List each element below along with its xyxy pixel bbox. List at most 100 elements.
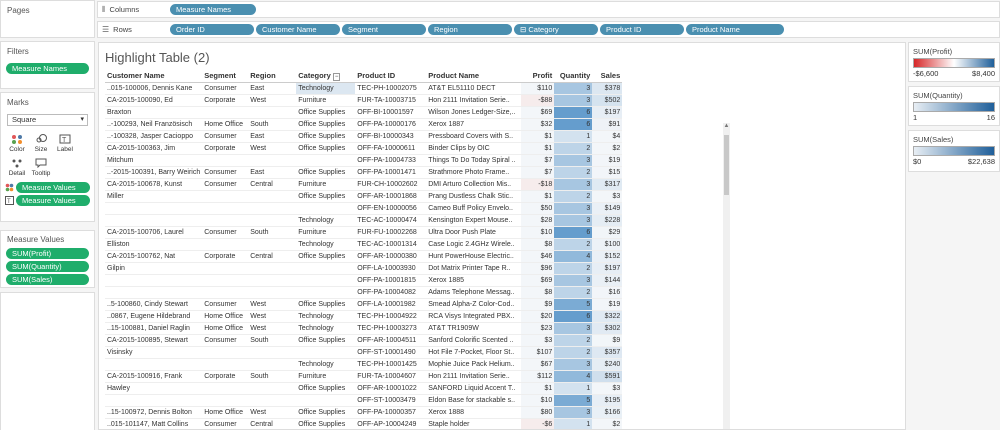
cell-segment[interactable] xyxy=(202,214,249,227)
cell-product-name[interactable]: Hon 2111 Invitation Serie.. xyxy=(426,94,522,107)
cell-category[interactable]: Technology xyxy=(296,358,356,371)
cell-region[interactable] xyxy=(248,106,297,119)
cell-quantity[interactable]: 6 xyxy=(554,226,593,239)
cell-segment[interactable] xyxy=(202,154,249,167)
cell-profit[interactable]: $9 xyxy=(521,298,555,311)
cell-product-name[interactable]: Xerox 1887 xyxy=(426,118,522,131)
cell-category[interactable] xyxy=(296,274,356,287)
cell-sales[interactable]: $19 xyxy=(592,154,623,167)
cell-category[interactable]: Office Supplies xyxy=(296,142,356,155)
cell-product-id[interactable]: OFF-LA-10003930 xyxy=(355,262,427,275)
cell-category[interactable]: Office Supplies xyxy=(296,334,356,347)
cell-customer-name[interactable] xyxy=(105,394,203,407)
cell-customer-name[interactable] xyxy=(105,202,203,215)
cell-segment[interactable] xyxy=(202,262,249,275)
cell-product-name[interactable]: AT&T EL51110 DECT xyxy=(426,82,522,95)
cell-product-id[interactable]: FUR-CH-10002602 xyxy=(355,178,427,191)
cell-customer-name[interactable]: Visinsky xyxy=(105,346,203,359)
cell-region[interactable] xyxy=(248,382,297,395)
cell-category[interactable]: Office Supplies xyxy=(296,130,356,143)
rows-pill-product-name[interactable]: Product Name xyxy=(686,24,784,35)
cell-product-id[interactable]: OFF-AR-10001022 xyxy=(355,382,427,395)
cell-segment[interactable]: Consumer xyxy=(202,130,249,143)
cell-category[interactable]: Office Supplies xyxy=(296,382,356,395)
cell-region[interactable]: South xyxy=(248,334,297,347)
rows-shelf[interactable]: ☰ Rows Order ID Customer Name Segment Re… xyxy=(97,21,1000,38)
cell-segment[interactable] xyxy=(202,106,249,119)
cell-profit[interactable]: $46 xyxy=(521,250,555,263)
cell-quantity[interactable]: 3 xyxy=(554,214,593,227)
cell-quantity[interactable]: 1 xyxy=(554,382,593,395)
cell-region[interactable] xyxy=(248,214,297,227)
cell-sales[interactable]: $166 xyxy=(592,406,623,419)
cell-profit[interactable]: $1 xyxy=(521,190,555,203)
cell-sales[interactable]: $322 xyxy=(592,310,623,323)
cell-quantity[interactable]: 2 xyxy=(554,262,593,275)
cell-sales[interactable]: $378 xyxy=(592,82,623,95)
rows-pill-product-id[interactable]: Product ID xyxy=(600,24,684,35)
cell-product-name[interactable]: Binder Clips by OIC xyxy=(426,142,522,155)
rows-pill-category[interactable]: ⊟ Category xyxy=(514,24,598,35)
cell-segment[interactable]: Consumer xyxy=(202,418,249,429)
cell-product-id[interactable]: OFF-PA-10001471 xyxy=(355,166,427,179)
cell-sales[interactable]: $9 xyxy=(592,334,623,347)
cell-region[interactable] xyxy=(248,346,297,359)
cell-region[interactable] xyxy=(248,190,297,203)
cell-product-id[interactable]: FUR-TA-10003715 xyxy=(355,94,427,107)
cell-region[interactable] xyxy=(248,274,297,287)
cell-profit[interactable]: $69 xyxy=(521,106,555,119)
header-category[interactable]: Category − xyxy=(296,70,356,83)
size-button[interactable]: Size xyxy=(30,131,52,153)
cell-quantity[interactable]: 1 xyxy=(554,130,593,143)
cell-profit[interactable]: $10 xyxy=(521,394,555,407)
cell-product-name[interactable]: Sanford Colorific Scented .. xyxy=(426,334,522,347)
cell-region[interactable] xyxy=(248,394,297,407)
vertical-scrollbar[interactable]: ▲ xyxy=(723,123,730,429)
cell-category[interactable] xyxy=(296,154,356,167)
header-sales[interactable]: Sales xyxy=(592,70,623,83)
cell-customer-name[interactable]: ..0867, Eugene Hildebrand xyxy=(105,310,203,323)
cell-quantity[interactable]: 2 xyxy=(554,238,593,251)
cell-product-id[interactable]: OFF-AR-10000380 xyxy=(355,250,427,263)
filters-card[interactable]: Filters Measure Names xyxy=(0,41,95,89)
cell-customer-name[interactable]: CA-2015-100762, Nat xyxy=(105,250,203,263)
cell-category[interactable]: Office Supplies xyxy=(296,298,356,311)
cell-customer-name[interactable]: CA-2015-100363, Jim xyxy=(105,142,203,155)
cell-segment[interactable] xyxy=(202,358,249,371)
cell-product-id[interactable]: TEC-PH-10001425 xyxy=(355,358,427,371)
cell-customer-name[interactable]: CA-2015-100916, Frank xyxy=(105,370,203,383)
cell-segment[interactable] xyxy=(202,202,249,215)
cell-quantity[interactable]: 4 xyxy=(554,250,593,263)
cell-region[interactable]: West xyxy=(248,322,297,335)
cell-region[interactable]: Central xyxy=(248,178,297,191)
cell-sales[interactable]: $15 xyxy=(592,166,623,179)
marks-pill-measure-values-color[interactable]: Measure Values xyxy=(16,182,90,193)
cell-category[interactable] xyxy=(296,394,356,407)
cell-segment[interactable] xyxy=(202,238,249,251)
label-button[interactable]: T Label xyxy=(54,131,76,153)
header-product-name[interactable]: Product Name xyxy=(426,70,522,83)
cell-category[interactable]: Office Supplies xyxy=(296,118,356,131)
cell-product-id[interactable]: TEC-PH-10003273 xyxy=(355,322,427,335)
cell-segment[interactable]: Consumer xyxy=(202,334,249,347)
cell-quantity[interactable]: 2 xyxy=(554,142,593,155)
cell-quantity[interactable]: 2 xyxy=(554,286,593,299)
cell-product-name[interactable]: AT&T TR1909W xyxy=(426,322,522,335)
cell-region[interactable]: Central xyxy=(248,418,297,429)
cell-product-name[interactable]: Things To Do Today Spiral .. xyxy=(426,154,522,167)
cell-category[interactable]: Office Supplies xyxy=(296,418,356,429)
cell-product-name[interactable]: Prang Dustless Chalk Stic.. xyxy=(426,190,522,203)
filter-measure-names[interactable]: Measure Names xyxy=(6,63,89,74)
columns-pill-measure-names[interactable]: Measure Names xyxy=(170,4,256,15)
cell-quantity[interactable]: 6 xyxy=(554,310,593,323)
cell-profit[interactable]: -$88 xyxy=(521,94,555,107)
cell-sales[interactable]: $3 xyxy=(592,382,623,395)
cell-segment[interactable] xyxy=(202,382,249,395)
cell-quantity[interactable]: 2 xyxy=(554,190,593,203)
cell-profit[interactable]: $7 xyxy=(521,166,555,179)
cell-region[interactable] xyxy=(248,286,297,299)
cell-sales[interactable]: $91 xyxy=(592,118,623,131)
cell-segment[interactable]: Consumer xyxy=(202,226,249,239)
cell-profit[interactable]: $10 xyxy=(521,226,555,239)
cell-product-id[interactable]: OFF-ST-10003479 xyxy=(355,394,427,407)
